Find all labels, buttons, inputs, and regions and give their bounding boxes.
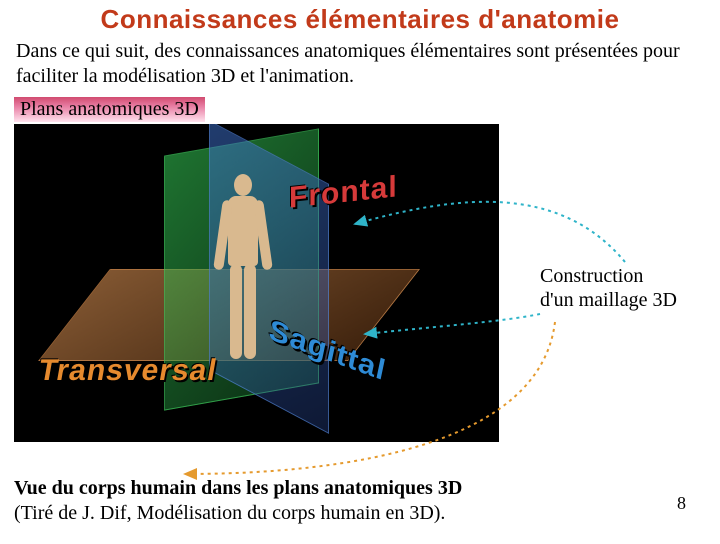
annotation-line2: d'un maillage 3D [540,289,677,311]
caption-line2: (Tiré de J. Dif, Modélisation du corps h… [14,502,445,524]
figure-area: Frontal Sagittal Transversal [14,124,574,442]
label-transversal: Transversal [36,354,220,388]
section-subheading: Plans anatomiques 3D [14,97,205,122]
page-number: 8 [677,493,686,514]
human-body-icon [214,174,272,364]
anatomy-figure: Frontal Sagittal Transversal [14,124,499,442]
annotation-line1: Construction [540,265,643,287]
figure-caption: Vue du corps humain dans les plans anato… [14,476,462,526]
caption-line1: Vue du corps humain dans les plans anato… [14,477,462,499]
intro-paragraph: Dans ce qui suit, des connaissances anat… [0,35,720,89]
page-title: Connaissances élémentaires d'anatomie [0,4,720,35]
annotation-text: Construction d'un maillage 3D [540,264,715,312]
